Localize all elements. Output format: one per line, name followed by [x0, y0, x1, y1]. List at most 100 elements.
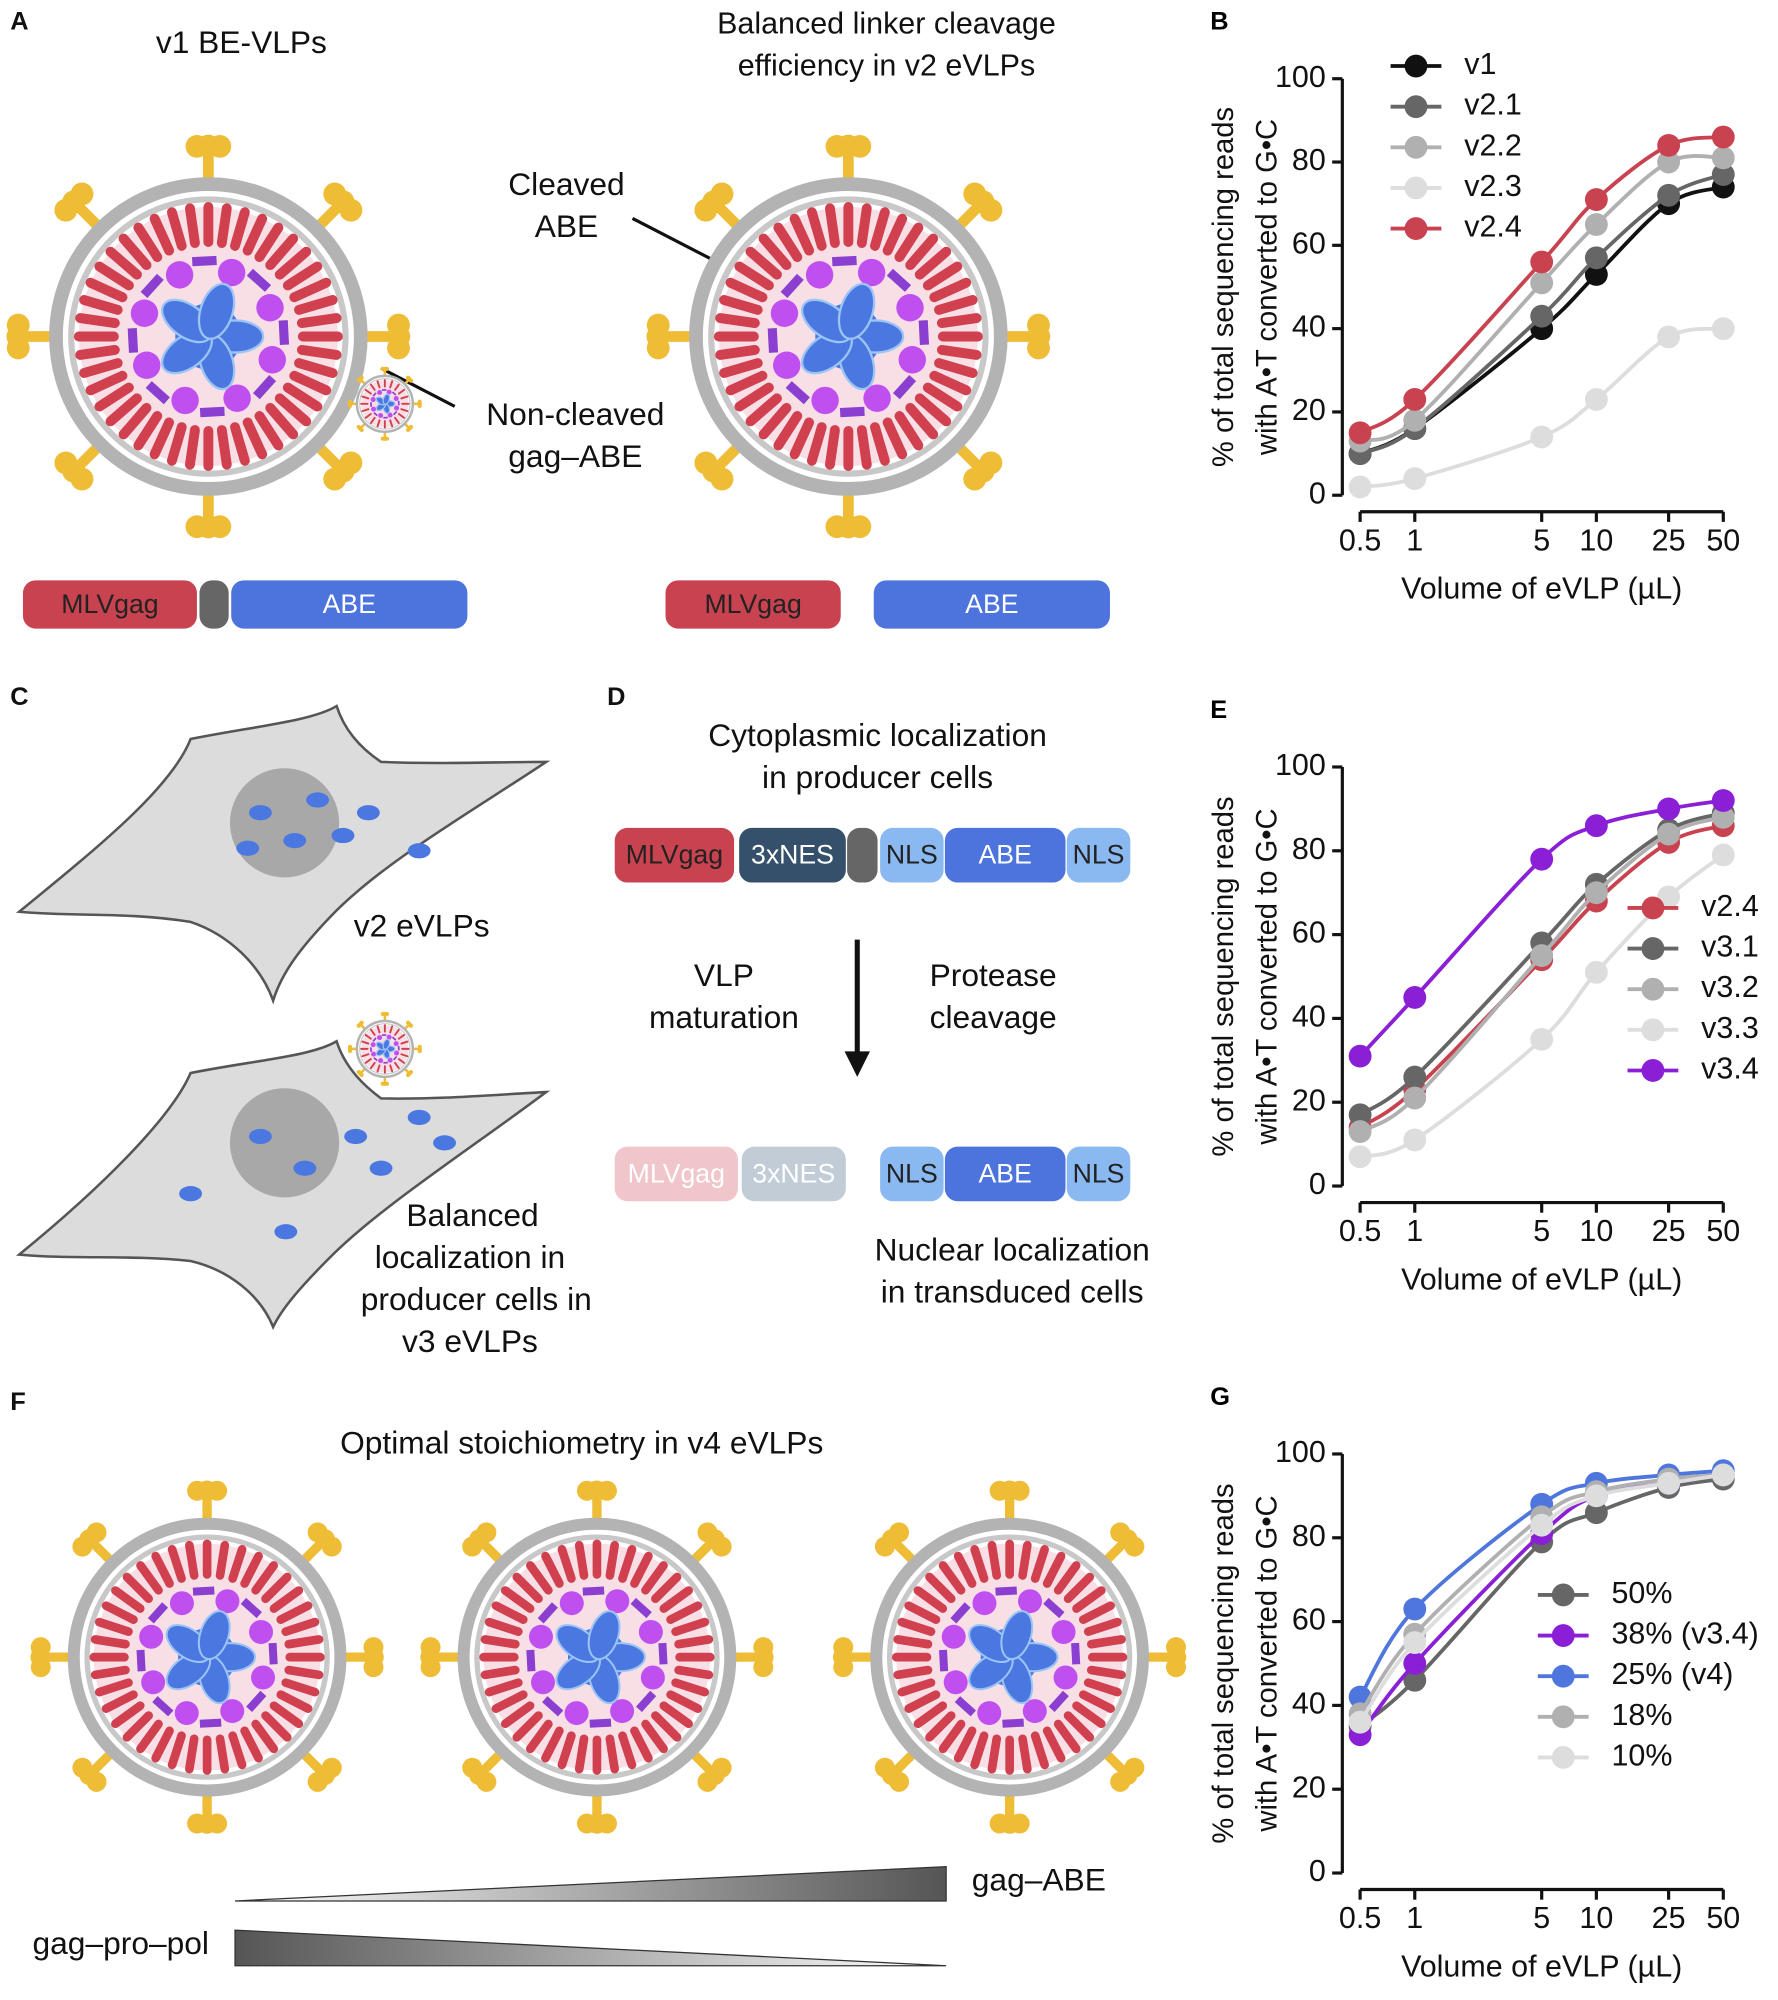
diagram-label: gag–pro–pol: [33, 1925, 209, 1961]
data-point: [1711, 843, 1735, 867]
data-point: [1403, 1065, 1427, 1089]
gag-spoke: [274, 393, 312, 427]
gag-spoke: [394, 1028, 400, 1036]
protein: [393, 396, 399, 402]
protein: [605, 1589, 630, 1614]
gag-spoke: [970, 1545, 989, 1583]
gag-spoke: [149, 213, 175, 256]
gag-spoke: [282, 261, 323, 291]
data-point: [1584, 1501, 1608, 1525]
gag-spoke: [276, 1690, 313, 1713]
construct-domain: [614, 1146, 738, 1202]
data-point: [1348, 1044, 1372, 1068]
gag-spoke: [789, 213, 815, 256]
protein: [898, 346, 926, 374]
protein: [1071, 1642, 1081, 1665]
legend-label: 18%: [1611, 1698, 1672, 1732]
core-petal: [837, 282, 876, 340]
protein: [192, 1586, 215, 1596]
gag-spoke: [185, 1540, 199, 1580]
protein: [785, 381, 810, 405]
protein: [171, 386, 199, 415]
spike-knob: [1009, 1480, 1030, 1501]
vlp: [832, 1480, 1187, 1834]
diagram-label: Balanced linker cleavage: [717, 6, 1056, 40]
gag-spoke: [1086, 1665, 1126, 1680]
gag-spoke: [151, 1551, 174, 1588]
spike-knob: [72, 1757, 93, 1778]
gag-spoke: [133, 411, 163, 451]
gag-spoke: [376, 419, 381, 428]
gag-spoke: [289, 277, 332, 303]
y-tick-label: 20: [1292, 1083, 1326, 1117]
gag-spoke: [1086, 1635, 1126, 1649]
gag-spoke: [491, 1601, 528, 1624]
x-tick-label: 5: [1533, 1901, 1550, 1935]
x-tick-label: 50: [1706, 1214, 1740, 1248]
x-tick-label: 5: [1533, 1214, 1550, 1248]
core-petal: [197, 282, 236, 340]
protein: [371, 406, 377, 412]
spike-knob: [710, 182, 734, 206]
gag-spoke: [281, 1678, 320, 1697]
y-axis-label: with A•T converted to G•C: [1251, 119, 1283, 456]
protein: [370, 402, 372, 407]
abe-protein: [407, 843, 431, 859]
gag-spoke: [893, 1635, 933, 1649]
diagram-label: gag–ABE: [508, 438, 642, 474]
gag-spoke: [773, 222, 803, 262]
gag-spoke: [75, 313, 120, 329]
spike-knob: [384, 1011, 390, 1017]
data-point: [1657, 150, 1681, 174]
gag-spoke: [111, 1701, 145, 1729]
construct-domain: [614, 827, 735, 883]
spike-knob: [347, 399, 353, 404]
gag-spoke: [105, 393, 142, 427]
spike-knob: [207, 1480, 228, 1501]
protein: [397, 1045, 400, 1051]
diagram-label: Balanced: [406, 1197, 538, 1233]
gag-spoke: [364, 1058, 372, 1064]
gag-spoke: [79, 358, 123, 378]
gag-spoke: [184, 203, 200, 248]
diagram-label: cleavage: [930, 999, 1057, 1035]
data-point: [1657, 133, 1681, 157]
spike-knob: [989, 1813, 1010, 1834]
gag-spoke: [282, 382, 323, 412]
legend-marker: [1404, 54, 1428, 78]
spike-knob: [476, 1522, 497, 1543]
panel-letter: E: [1210, 696, 1227, 724]
gag-spoke: [111, 1586, 145, 1613]
protein: [386, 389, 392, 395]
protein: [141, 1670, 166, 1695]
gag-spoke: [251, 1719, 279, 1754]
protein: [1048, 1690, 1069, 1712]
gag-spoke: [480, 1635, 520, 1649]
gag-spoke: [133, 222, 163, 262]
protein: [950, 1602, 971, 1624]
gag-spoke: [369, 383, 376, 391]
gag-spoke: [1053, 1561, 1081, 1595]
protein: [857, 258, 886, 287]
protein: [391, 391, 397, 396]
vlp: [646, 134, 1051, 539]
data-point: [1348, 1710, 1372, 1734]
gag-spoke: [922, 382, 963, 412]
diagram-label: Nuclear localization: [875, 1231, 1150, 1267]
gag-spoke: [389, 419, 394, 428]
data-point: [1584, 960, 1608, 984]
gag-spoke: [789, 417, 815, 460]
gag-spoke: [242, 213, 268, 256]
vlp: [347, 366, 422, 441]
domain-label: ABE: [979, 840, 1032, 870]
gag-spoke: [758, 233, 792, 271]
protein: [559, 1591, 584, 1616]
legend-marker: [1551, 1705, 1575, 1729]
gag-spoke: [1078, 1601, 1115, 1624]
protein: [199, 1718, 222, 1728]
spike-knob: [380, 1081, 385, 1086]
protein: [377, 389, 383, 396]
protein: [1051, 1619, 1076, 1644]
gag-spoke: [105, 246, 142, 280]
gag-spoke: [296, 313, 342, 329]
